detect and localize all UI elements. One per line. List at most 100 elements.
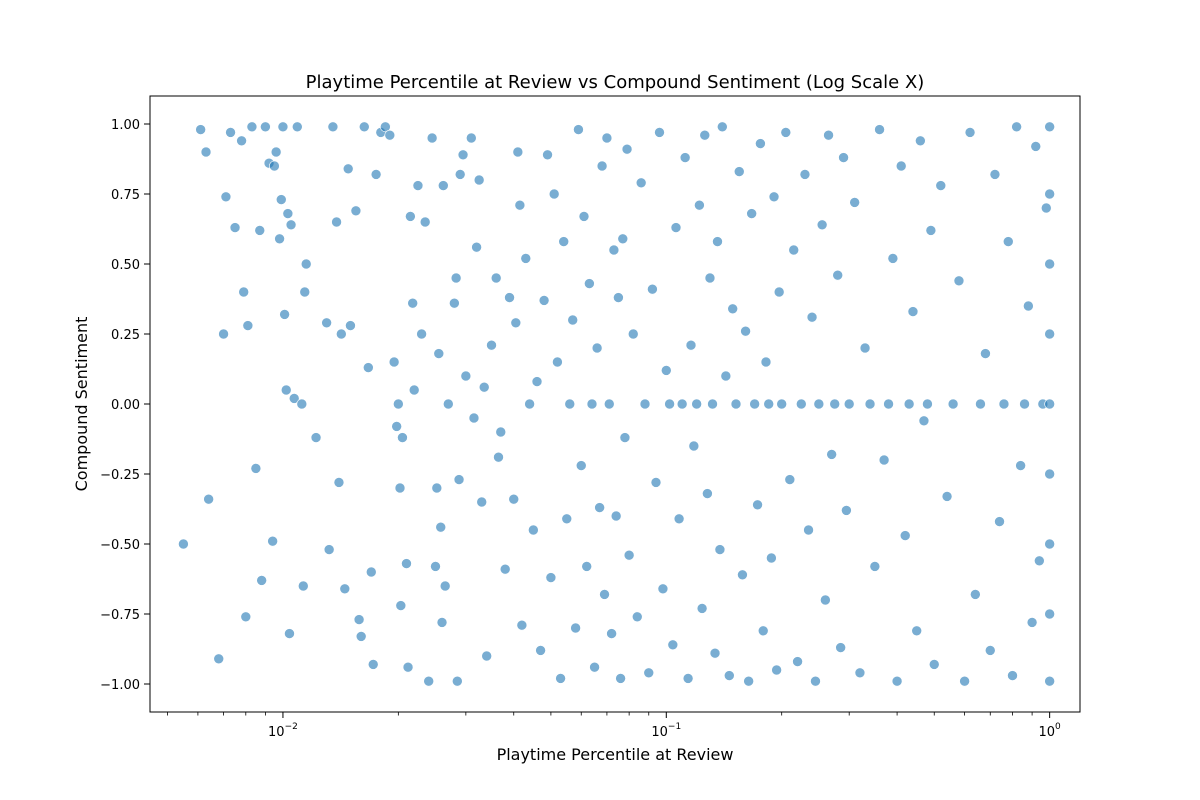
data-point — [388, 356, 400, 368]
data-point — [1030, 141, 1042, 152]
data-point — [468, 412, 480, 424]
data-point — [1002, 236, 1014, 247]
data-point — [631, 611, 643, 623]
data-point — [1034, 555, 1045, 567]
data-point — [959, 675, 970, 687]
data-point — [450, 272, 462, 284]
data-point — [288, 393, 300, 404]
data-point — [691, 398, 702, 410]
data-point — [617, 233, 629, 245]
data-point — [755, 138, 766, 149]
data-point — [1040, 202, 1052, 214]
data-point — [702, 488, 713, 499]
data-point — [806, 311, 818, 323]
data-point — [350, 205, 362, 217]
data-point — [1044, 121, 1055, 133]
data-point — [460, 370, 472, 382]
data-point — [542, 149, 553, 161]
data-point — [345, 320, 356, 331]
data-point — [402, 661, 414, 673]
data-point — [891, 675, 903, 687]
data-point — [285, 219, 297, 231]
data-point — [660, 365, 672, 376]
data-point — [282, 208, 294, 219]
data-point — [431, 482, 443, 494]
data-point — [380, 121, 391, 133]
data-point — [813, 398, 825, 410]
y-tick-label: −0.50 — [100, 538, 140, 553]
data-point — [608, 244, 620, 256]
x-axis: 10−2 10−1 100 — [167, 712, 1061, 740]
data-point — [391, 421, 402, 432]
data-point — [524, 398, 535, 410]
data-point — [499, 563, 511, 575]
data-point — [220, 191, 232, 203]
data-point — [907, 306, 919, 317]
data-point — [704, 272, 716, 284]
data-point — [578, 211, 590, 222]
data-point — [1019, 398, 1030, 410]
y-axis-label: Compound Sentiment — [72, 317, 91, 492]
data-point — [623, 549, 635, 561]
data-point — [297, 580, 309, 592]
data-point — [1044, 398, 1055, 410]
data-point — [476, 496, 488, 508]
data-point — [688, 440, 700, 452]
data-point — [589, 661, 600, 673]
data-point — [1044, 188, 1055, 200]
data-point — [615, 673, 626, 684]
data-point — [869, 561, 881, 572]
data-point — [792, 656, 803, 667]
data-point — [883, 398, 894, 410]
data-point — [545, 572, 557, 583]
data-point — [832, 269, 844, 281]
data-point — [922, 398, 933, 410]
data-point — [1015, 460, 1026, 471]
data-point — [647, 283, 658, 295]
data-point — [512, 146, 524, 158]
data-point — [256, 575, 267, 586]
data-point — [717, 121, 728, 133]
data-point — [466, 132, 477, 144]
data-point — [799, 169, 811, 180]
data-point — [895, 160, 907, 172]
data-point — [803, 524, 814, 536]
x-tick-base: 10 — [651, 725, 668, 740]
data-point — [397, 432, 408, 443]
data-point — [339, 583, 351, 595]
data-point — [277, 121, 289, 133]
data-point — [280, 384, 292, 396]
data-point — [520, 253, 532, 264]
data-point — [841, 505, 852, 516]
data-point — [737, 569, 748, 581]
data-point — [299, 286, 311, 298]
data-point — [720, 370, 732, 382]
data-point — [823, 129, 834, 141]
data-point — [864, 398, 876, 410]
data-point — [353, 614, 365, 625]
data-point — [584, 278, 595, 289]
data-point — [395, 600, 407, 611]
data-point — [606, 628, 617, 639]
data-point — [676, 398, 688, 410]
data-point — [627, 328, 639, 340]
data-point — [490, 272, 502, 284]
data-point — [707, 398, 718, 410]
data-point — [493, 451, 504, 463]
data-point — [820, 594, 831, 606]
data-point — [478, 381, 490, 393]
data-point — [1044, 468, 1055, 480]
data-point — [291, 121, 303, 133]
data-point — [435, 521, 447, 533]
data-point — [1044, 258, 1055, 270]
data-point — [538, 295, 550, 306]
data-point — [970, 589, 981, 600]
data-point — [780, 127, 792, 138]
data-point — [621, 143, 633, 155]
data-point — [714, 544, 726, 555]
data-point — [570, 622, 581, 634]
data-point — [667, 639, 679, 651]
data-point — [531, 376, 543, 387]
data-point — [240, 611, 252, 623]
